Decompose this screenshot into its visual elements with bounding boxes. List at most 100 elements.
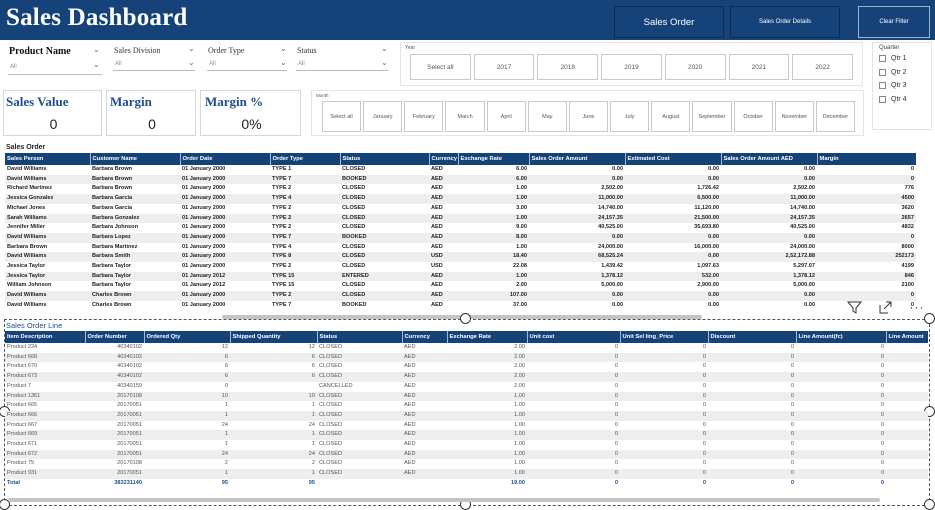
- month-option[interactable]: Select all: [322, 101, 362, 132]
- column-header[interactable]: Currency: [402, 331, 448, 343]
- year-option[interactable]: 2020: [664, 54, 726, 80]
- month-option[interactable]: March: [445, 101, 485, 132]
- status-dropdown[interactable]: All: [298, 61, 305, 67]
- chevron-down-icon[interactable]: ⌄: [93, 45, 100, 54]
- column-header[interactable]: Customer Name: [90, 153, 181, 165]
- chevron-down-icon[interactable]: ⌄: [381, 58, 388, 67]
- column-header[interactable]: Order Date: [180, 153, 271, 165]
- checkbox[interactable]: [879, 95, 886, 103]
- column-header[interactable]: Status: [317, 331, 403, 343]
- column-header[interactable]: Order Number: [85, 331, 145, 343]
- year-option[interactable]: Select all: [410, 54, 471, 80]
- month-option[interactable]: August: [651, 101, 691, 132]
- year-option[interactable]: 2018: [537, 54, 599, 80]
- quarter-option[interactable]: Qtr 2: [879, 68, 907, 76]
- more-options-icon[interactable]: ···: [909, 300, 925, 314]
- column-header[interactable]: Discount: [708, 331, 797, 343]
- table-row[interactable]: David Williams Charles Brown 01 January 20…: [5, 291, 916, 301]
- column-header[interactable]: Status: [340, 153, 430, 165]
- checkbox[interactable]: [879, 82, 886, 89]
- sales-order-button[interactable]: Sales Order: [614, 6, 724, 38]
- resize-handle[interactable]: [924, 313, 935, 324]
- sales-order-details-button[interactable]: Sales Order Details: [730, 6, 840, 38]
- month-option[interactable]: February: [404, 101, 444, 132]
- filter-icon[interactable]: [845, 298, 863, 316]
- column-header[interactable]: Exchange Rate: [458, 153, 530, 165]
- chevron-down-icon[interactable]: ⌄: [188, 58, 195, 67]
- focus-mode-icon[interactable]: [876, 298, 894, 316]
- month-option[interactable]: June: [568, 101, 609, 132]
- month-option[interactable]: September: [692, 101, 732, 132]
- quarter-option[interactable]: Qtr 1: [879, 55, 907, 62]
- month-option[interactable]: April: [486, 101, 526, 132]
- table-row[interactable]: Jessica Gonzalez Barbara Garcia 01 January…: [5, 194, 916, 204]
- column-header[interactable]: Unit Sel ling_Price: [620, 331, 709, 343]
- month-option[interactable]: November: [774, 101, 814, 132]
- table-row[interactable]: William Johnson Barbara Taylor 01 January …: [5, 281, 916, 291]
- column-header[interactable]: Line Amount(fc): [796, 331, 887, 343]
- table-row[interactable]: David Williams Charles Brown 01 January 20…: [5, 301, 916, 311]
- table-row[interactable]: Michael Jones Barbara Garcia 01 January 20…: [5, 204, 916, 214]
- resize-handle[interactable]: [460, 313, 471, 324]
- column-header[interactable]: Exchange Rate: [447, 331, 528, 343]
- year-option[interactable]: 2022: [792, 54, 853, 80]
- table-row[interactable]: Barbara Brown Barbara Martinez 01 January …: [5, 243, 916, 253]
- product-name-dropdown[interactable]: All: [10, 64, 17, 70]
- table-row[interactable]: David Williams Barbara Smith 01 January 20…: [5, 252, 916, 263]
- month-option[interactable]: December: [815, 101, 855, 132]
- month-option[interactable]: July: [610, 101, 650, 132]
- column-header[interactable]: Item Description: [5, 331, 86, 343]
- column-header[interactable]: Sales Person: [5, 153, 91, 165]
- column-header[interactable]: Shipped Quantity: [230, 331, 318, 343]
- quarter-option[interactable]: Qtr 4: [879, 95, 907, 103]
- column-header[interactable]: Order Type: [270, 153, 341, 165]
- checkbox[interactable]: [879, 68, 886, 76]
- table-row[interactable]: Jessica Taylor Barbara Taylor 01 January 2…: [5, 271, 916, 282]
- column-header[interactable]: Line Amount: [886, 331, 928, 343]
- clear-filter-button[interactable]: Clear Filter: [858, 6, 930, 38]
- table-row[interactable]: Product 224 40340102 12 12 CLOSED AED 2.00 0 0 0 0…: [5, 343, 928, 353]
- horizontal-scrollbar[interactable]: [8, 498, 880, 502]
- column-header[interactable]: Ordered Qty: [144, 331, 231, 343]
- year-option[interactable]: 2019: [601, 54, 662, 80]
- chevron-down-icon[interactable]: ⌄: [280, 58, 287, 67]
- checkbox[interactable]: [879, 55, 886, 62]
- table-row[interactable]: Product 672 20170051 24 24 CLOSED AED 1.00 0 0 0 0…: [5, 449, 928, 460]
- column-header[interactable]: Estimated Cost: [625, 153, 722, 165]
- column-header[interactable]: Sales Order Amount AED: [721, 153, 818, 165]
- column-header[interactable]: Sales Order Amount: [529, 153, 626, 165]
- month-option[interactable]: January: [363, 101, 403, 132]
- table-row[interactable]: Sarah Williams Barbara Gonzalez 01 January…: [5, 213, 916, 224]
- table-row[interactable]: Jessica Taylor Barbara Taylor 01 January 2…: [5, 262, 916, 272]
- table-row[interactable]: Product 1361 20170108 10 10 CLOSED AED 1.00 0 0 0…: [5, 391, 928, 402]
- table-row[interactable]: Richard Martinez Barbara Brown 01 January …: [5, 184, 916, 194]
- column-header[interactable]: Unit cost: [527, 331, 621, 343]
- table-row[interactable]: Jennifer Miller Barbara Johnson 01 January…: [5, 223, 916, 233]
- resize-handle[interactable]: [924, 499, 935, 510]
- order-type-dropdown[interactable]: All: [209, 61, 216, 67]
- month-option[interactable]: May: [527, 101, 567, 132]
- year-option[interactable]: 2021: [728, 54, 790, 80]
- chevron-down-icon[interactable]: ⌄: [93, 60, 100, 69]
- month-option[interactable]: October: [733, 101, 773, 132]
- table-row[interactable]: David Williams Barbara Brown 01 January 20…: [5, 165, 916, 175]
- table-row[interactable]: Product 667 20170051 24 24 CLOSED AED 1.00 0 0 0 0…: [5, 421, 928, 431]
- chevron-down-icon[interactable]: ⌄: [280, 44, 287, 53]
- table-row[interactable]: David Williams Barbara Brown 01 January 20…: [5, 174, 916, 185]
- chevron-down-icon[interactable]: ⌄: [381, 44, 388, 53]
- sales-division-dropdown[interactable]: All: [115, 61, 122, 67]
- column-header[interactable]: Currency: [429, 153, 459, 165]
- column-header[interactable]: Margin: [817, 153, 916, 165]
- chevron-down-icon[interactable]: ⌄: [188, 44, 195, 53]
- year-option[interactable]: 2017: [473, 54, 535, 80]
